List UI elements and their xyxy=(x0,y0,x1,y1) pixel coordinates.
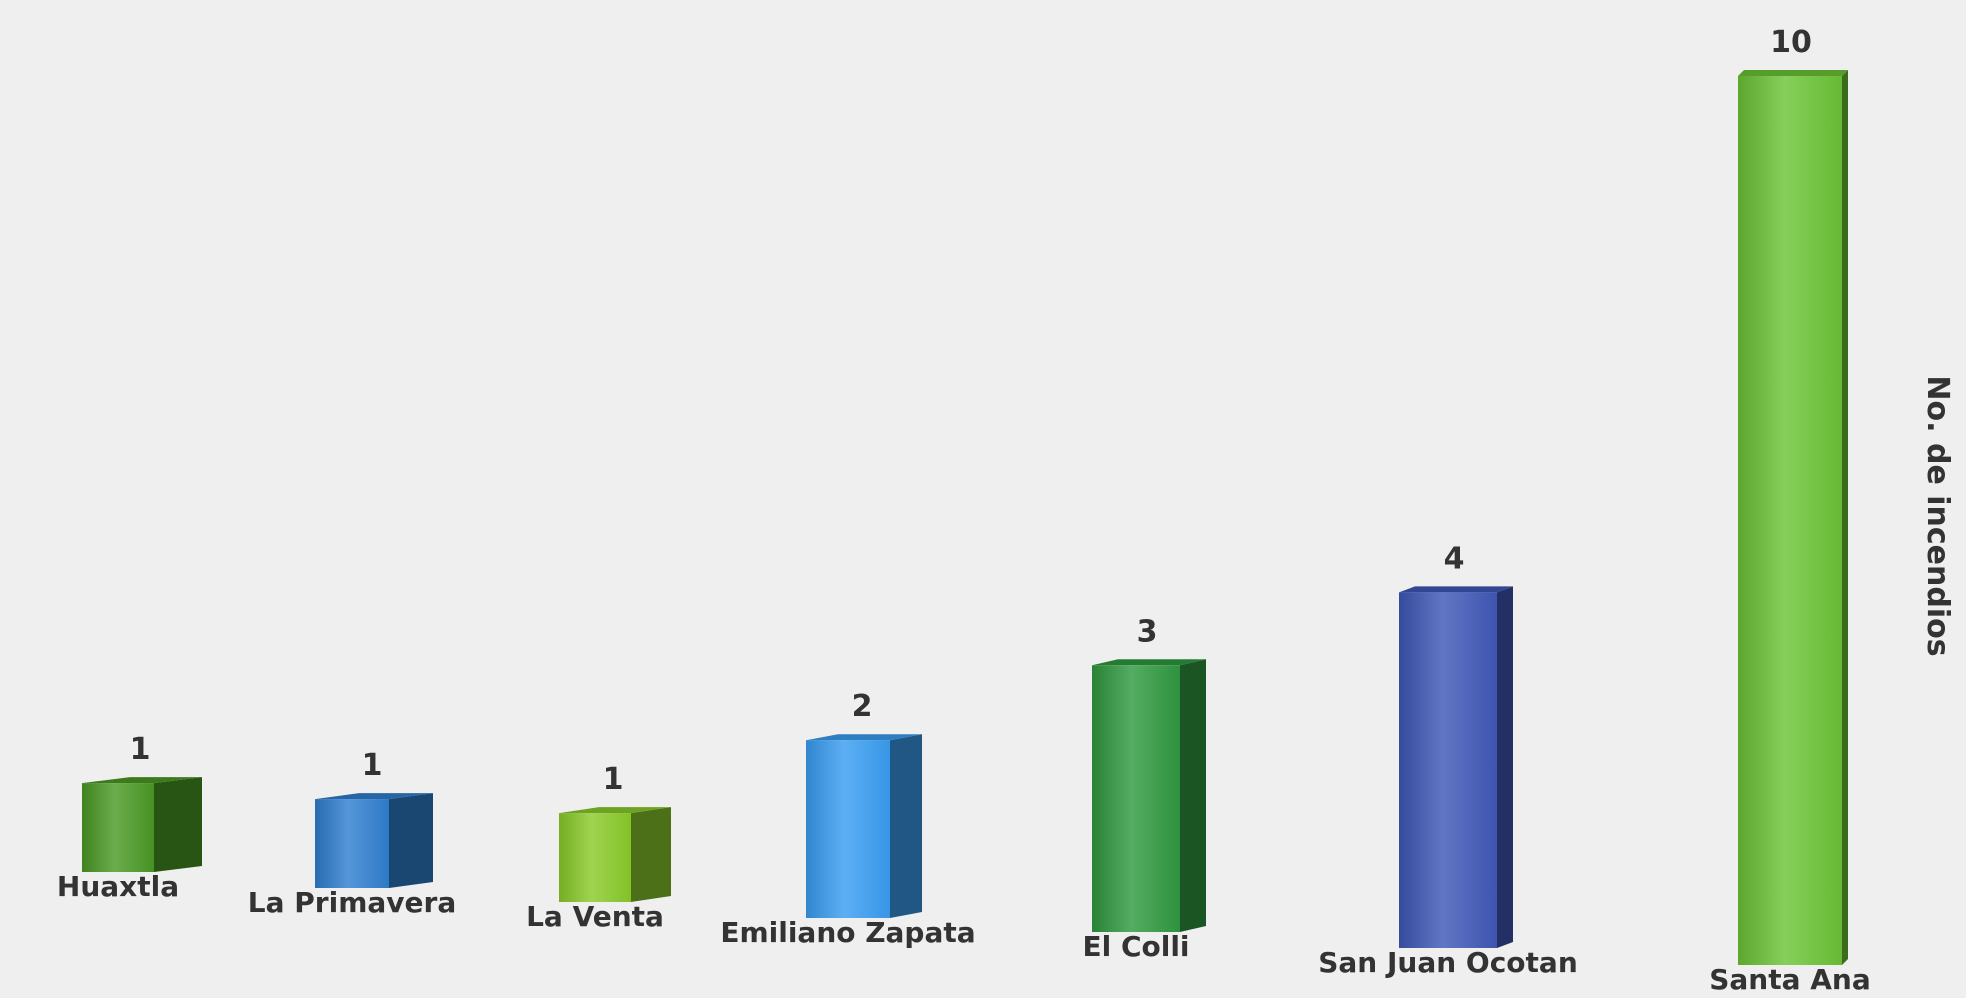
value-label: 1 xyxy=(362,748,383,783)
category-label: Santa Ana xyxy=(1709,963,1871,996)
value-label: 1 xyxy=(130,732,151,767)
bar-emiliano-zapata xyxy=(806,734,922,918)
value-label: 3 xyxy=(1137,614,1158,649)
value-label: 4 xyxy=(1444,541,1465,576)
bar-side-face xyxy=(154,777,202,872)
bar-huaxtla xyxy=(82,777,202,872)
category-label: La Venta xyxy=(526,900,664,933)
bar-santa-ana xyxy=(1738,70,1848,965)
bar-side-face xyxy=(631,807,671,902)
bar-top-face xyxy=(1738,70,1848,76)
bar-la-primavera xyxy=(315,793,433,888)
bar-side-face xyxy=(1180,659,1206,932)
bar-la-venta xyxy=(559,807,671,902)
bar-side-face xyxy=(389,793,433,888)
value-label: 2 xyxy=(852,689,873,724)
category-label: El Colli xyxy=(1082,930,1189,963)
bar-side-face xyxy=(1842,70,1848,965)
bar-san-juan-ocotan xyxy=(1399,586,1513,948)
y-axis-title: No. de incendios xyxy=(1920,375,1955,656)
bar-front-face xyxy=(1399,592,1497,948)
bar-top-face xyxy=(1092,659,1206,666)
bar-front-face xyxy=(806,740,890,918)
bar-top-face xyxy=(315,793,433,800)
category-label: La Primavera xyxy=(248,886,456,919)
bar-front-face xyxy=(559,813,631,902)
bar-side-face xyxy=(1497,586,1513,948)
bars-layer xyxy=(82,70,1848,965)
category-label: Huaxtla xyxy=(57,870,179,903)
value-label: 10 xyxy=(1770,25,1812,60)
bar-side-face xyxy=(890,734,922,918)
bar-front-face xyxy=(1092,665,1180,932)
bar-front-face xyxy=(315,799,389,888)
bar-top-face xyxy=(806,734,922,741)
bar-top-face xyxy=(82,777,202,784)
category-label: Emiliano Zapata xyxy=(720,916,975,949)
labels-layer: 1 Huaxtla 1 La Primavera 1 La Venta 2 Emiliano … xyxy=(57,25,1871,996)
bar-front-face xyxy=(1738,76,1842,965)
bar-top-face xyxy=(1399,586,1513,593)
bar-top-face xyxy=(559,807,671,814)
category-label: San Juan Ocotan xyxy=(1318,946,1578,979)
bar-el-colli xyxy=(1092,659,1206,932)
bar-front-face xyxy=(82,783,154,872)
value-label: 1 xyxy=(603,762,624,797)
